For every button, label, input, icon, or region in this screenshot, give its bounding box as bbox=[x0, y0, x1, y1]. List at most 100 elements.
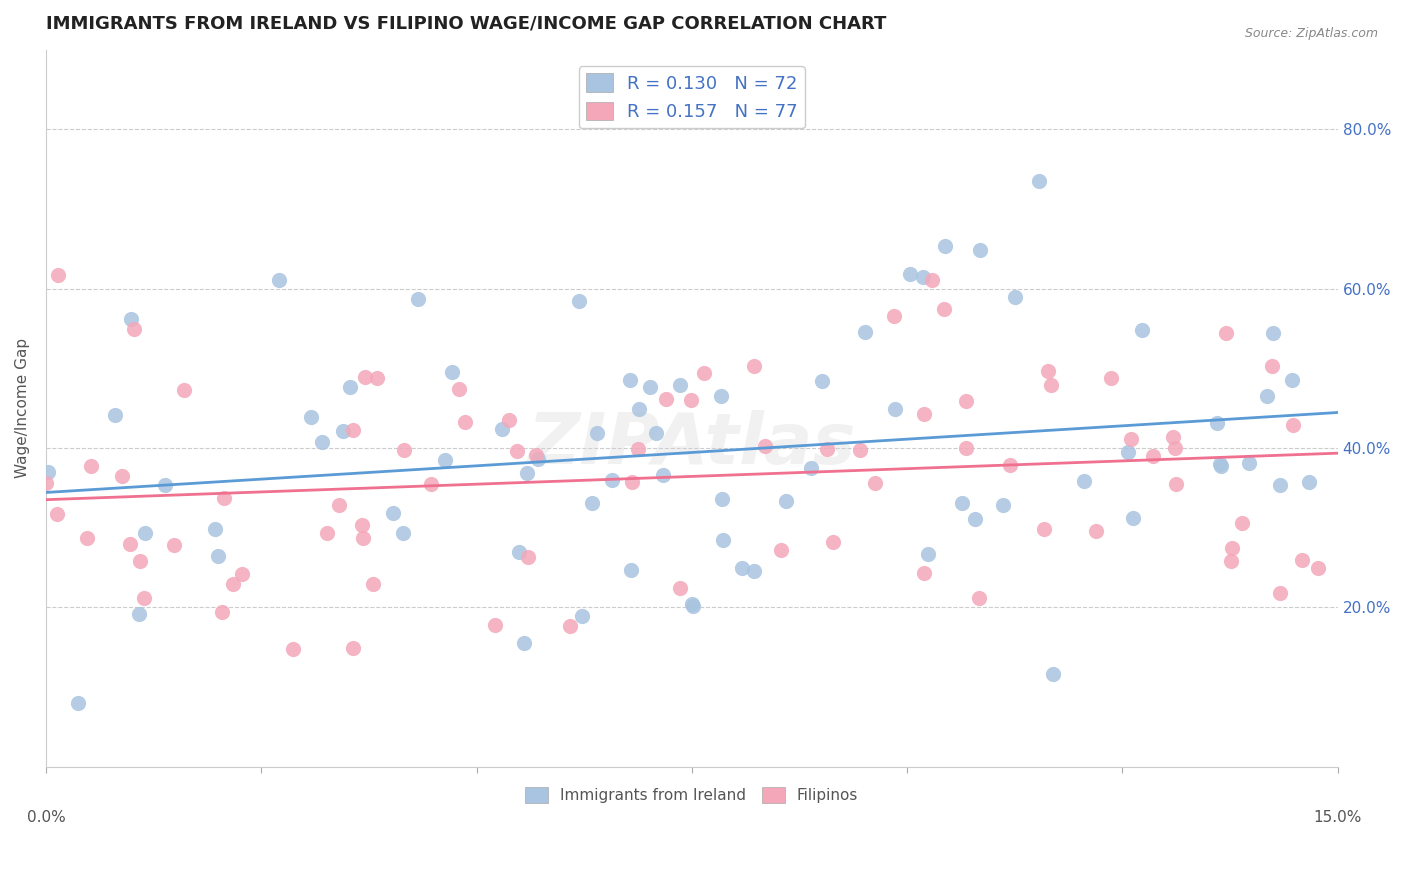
Text: 15.0%: 15.0% bbox=[1313, 810, 1362, 825]
Point bbox=[1039, 377, 1062, 392]
Point bbox=[1004, 289, 1026, 303]
Point bbox=[898, 267, 921, 281]
Point bbox=[420, 476, 443, 491]
Point bbox=[730, 560, 752, 574]
Point bbox=[35, 476, 58, 491]
Point bbox=[769, 543, 792, 558]
Point bbox=[46, 507, 69, 521]
Point bbox=[120, 312, 142, 326]
Point bbox=[1119, 432, 1142, 446]
Point bbox=[1298, 475, 1320, 490]
Point bbox=[815, 442, 838, 457]
Point bbox=[821, 534, 844, 549]
Point bbox=[361, 577, 384, 591]
Point bbox=[381, 507, 404, 521]
Point bbox=[354, 369, 377, 384]
Point bbox=[934, 302, 956, 317]
Point bbox=[912, 407, 935, 421]
Point bbox=[46, 268, 69, 282]
Point bbox=[620, 475, 643, 489]
Point bbox=[848, 443, 870, 458]
Point bbox=[513, 636, 536, 650]
Point bbox=[350, 518, 373, 533]
Point bbox=[682, 599, 704, 613]
Point bbox=[955, 442, 977, 456]
Point bbox=[204, 522, 226, 536]
Point bbox=[454, 416, 477, 430]
Text: Source: ZipAtlas.com: Source: ZipAtlas.com bbox=[1244, 27, 1378, 40]
Point bbox=[620, 563, 643, 577]
Point bbox=[37, 465, 59, 479]
Point bbox=[681, 597, 703, 611]
Point bbox=[104, 408, 127, 422]
Point bbox=[627, 402, 650, 417]
Text: 0.0%: 0.0% bbox=[27, 810, 65, 825]
Point bbox=[524, 448, 547, 462]
Point bbox=[1084, 524, 1107, 538]
Legend: Immigrants from Ireland, Filipinos: Immigrants from Ireland, Filipinos bbox=[519, 780, 865, 809]
Point bbox=[516, 550, 538, 565]
Y-axis label: Wage/Income Gap: Wage/Income Gap bbox=[15, 338, 30, 478]
Point bbox=[1209, 459, 1232, 474]
Point bbox=[1205, 416, 1227, 430]
Point bbox=[863, 476, 886, 491]
Point bbox=[950, 496, 973, 510]
Point bbox=[883, 310, 905, 324]
Point bbox=[392, 442, 415, 457]
Point bbox=[1032, 522, 1054, 536]
Point bbox=[366, 371, 388, 385]
Point bbox=[668, 582, 690, 596]
Point bbox=[1261, 359, 1284, 374]
Point bbox=[711, 533, 734, 547]
Point bbox=[965, 512, 987, 526]
Point bbox=[967, 591, 990, 606]
Point bbox=[1122, 511, 1144, 525]
Point bbox=[1308, 561, 1330, 575]
Text: ZIPAtlas: ZIPAtlas bbox=[527, 409, 856, 478]
Point bbox=[1142, 449, 1164, 463]
Point bbox=[173, 383, 195, 397]
Point bbox=[299, 409, 322, 424]
Point bbox=[600, 473, 623, 487]
Point bbox=[153, 478, 176, 492]
Point bbox=[1163, 441, 1185, 455]
Point bbox=[679, 392, 702, 407]
Point bbox=[498, 412, 520, 426]
Point bbox=[391, 526, 413, 541]
Point bbox=[993, 498, 1015, 512]
Point bbox=[1222, 541, 1244, 555]
Point bbox=[110, 468, 132, 483]
Point bbox=[1164, 477, 1187, 491]
Point bbox=[134, 525, 156, 540]
Point bbox=[744, 564, 766, 578]
Point bbox=[1237, 456, 1260, 470]
Point bbox=[955, 393, 977, 408]
Point bbox=[810, 374, 832, 388]
Point bbox=[1268, 477, 1291, 491]
Point bbox=[128, 607, 150, 621]
Point bbox=[328, 498, 350, 512]
Point bbox=[558, 619, 581, 633]
Point bbox=[912, 566, 935, 580]
Point bbox=[742, 359, 765, 373]
Point bbox=[754, 439, 776, 453]
Point bbox=[568, 293, 591, 308]
Point bbox=[1291, 553, 1313, 567]
Point bbox=[1042, 667, 1064, 681]
Point bbox=[1073, 474, 1095, 488]
Point bbox=[619, 373, 641, 387]
Point bbox=[917, 547, 939, 561]
Point bbox=[1209, 457, 1232, 471]
Point bbox=[281, 641, 304, 656]
Point bbox=[1282, 418, 1305, 433]
Point bbox=[122, 322, 145, 336]
Point bbox=[1263, 326, 1285, 340]
Point bbox=[508, 545, 530, 559]
Point bbox=[1220, 554, 1243, 568]
Point bbox=[132, 591, 155, 605]
Point bbox=[1099, 371, 1122, 385]
Point bbox=[67, 696, 90, 710]
Point bbox=[440, 365, 463, 379]
Point bbox=[491, 422, 513, 436]
Point bbox=[211, 605, 233, 619]
